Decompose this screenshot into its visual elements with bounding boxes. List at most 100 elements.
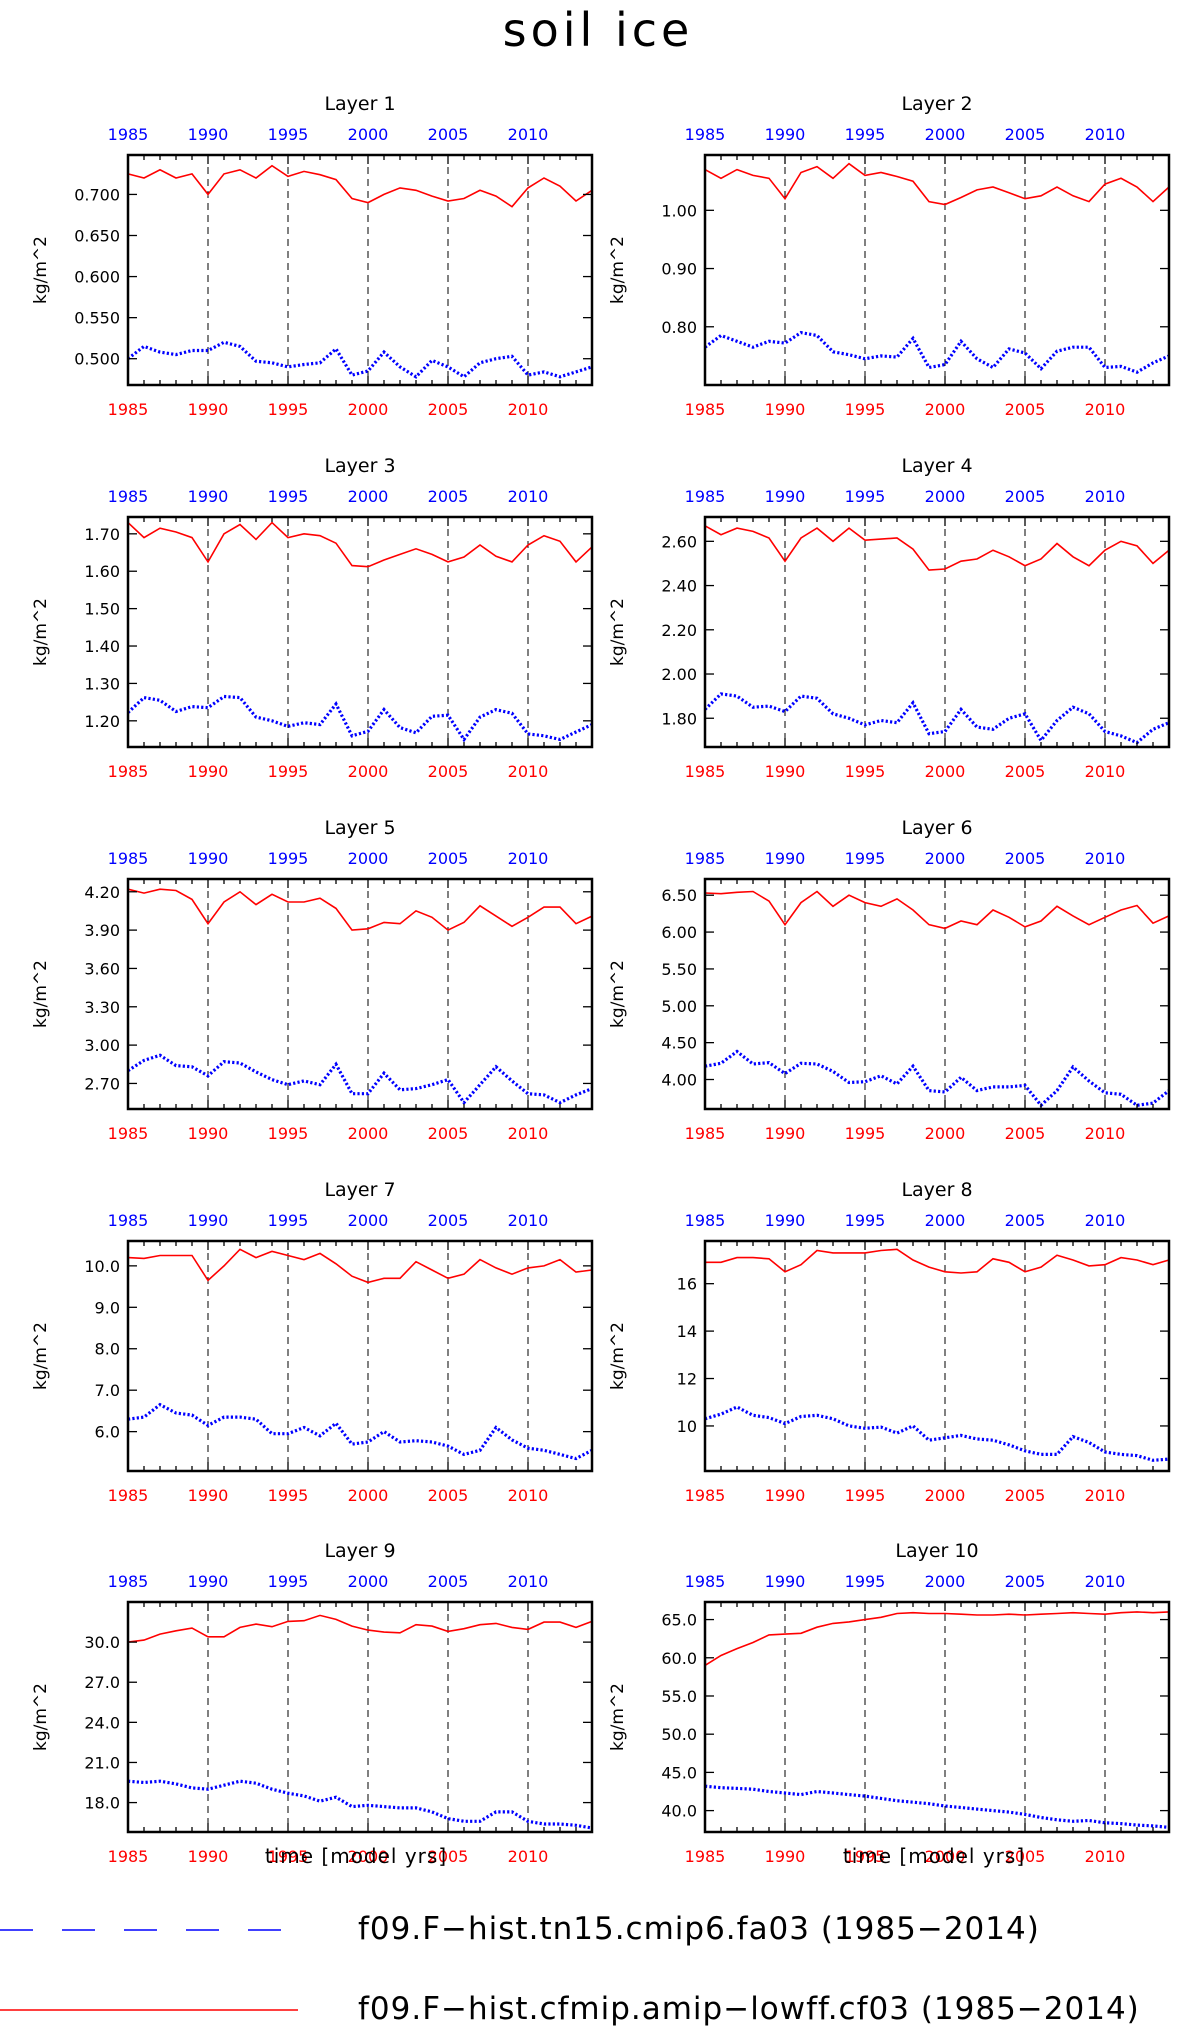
x-tick-label-top: 2010 [508, 1211, 549, 1230]
y-tick-label: 2.60 [661, 532, 697, 551]
red-series-line [704, 1611, 1170, 1667]
y-tick-label: 6.00 [661, 923, 697, 942]
y-tick-label: 60.0 [661, 1649, 697, 1668]
x-tick-label-bottom: 2010 [1085, 762, 1126, 781]
panel-title: Layer 6 [901, 817, 972, 839]
y-axis-label: kg/m^2 [608, 960, 628, 1028]
red-series-line [127, 164, 593, 208]
x-tick-label-bottom: 2005 [428, 1847, 469, 1866]
red-series-line [704, 890, 1170, 930]
x-tick-label-bottom: 2005 [1005, 400, 1046, 419]
x-tick-label-bottom: 2000 [348, 1124, 389, 1143]
x-tick-label-top: 1985 [108, 487, 149, 506]
x-tick-label-bottom: 1990 [765, 1124, 806, 1143]
x-tick-label-bottom: 1985 [685, 1486, 726, 1505]
y-tick-label: 0.550 [74, 309, 120, 328]
y-tick-label: 0.90 [661, 260, 697, 279]
x-tick-label-bottom: 1995 [845, 1124, 886, 1143]
y-axis-label: kg/m^2 [31, 960, 51, 1028]
x-tick-label-bottom: 1985 [108, 1847, 149, 1866]
y-axis-label: kg/m^2 [31, 1683, 51, 1751]
y-axis-label: kg/m^2 [608, 598, 628, 666]
x-tick-label-top: 2010 [508, 1572, 549, 1591]
x-tick-label-bottom: 2000 [925, 1847, 966, 1866]
blue-series-line [127, 1053, 593, 1106]
y-tick-label: 2.40 [661, 577, 697, 596]
x-tick-label-top: 1995 [845, 487, 886, 506]
x-tick-label-top: 1995 [845, 849, 886, 868]
x-tick-label-top: 2000 [348, 849, 389, 868]
x-tick-label-top: 1990 [765, 487, 806, 506]
plot-frame [703, 1239, 1171, 1473]
plot-frame [703, 153, 1171, 387]
x-tick-label-bottom: 1985 [108, 1124, 149, 1143]
blue-series-line [127, 1779, 593, 1830]
panel-title: Layer 5 [324, 817, 395, 839]
x-tick-label-bottom: 2010 [1085, 400, 1126, 419]
x-tick-label-bottom: 2010 [1085, 1486, 1126, 1505]
panel-title: Layer 4 [901, 455, 972, 477]
y-tick-label: 2.00 [661, 665, 697, 684]
panel-layer-5: Layer 5 1985 1990 1995 2000 2005 2010 1985 1990 1… [31, 817, 594, 1143]
x-tick-label-top: 2005 [1005, 1211, 1046, 1230]
x-tick-label-top: 1985 [685, 849, 726, 868]
x-tick-label-bottom: 2000 [925, 1124, 966, 1143]
panel-layer-10: Layer 10 1985 1990 1995 2000 2005 2010 1985 1990… [608, 1540, 1171, 1866]
y-tick-label: 10 [677, 1417, 697, 1436]
x-tick-label-top: 1985 [108, 1572, 149, 1591]
x-tick-label-top: 1985 [685, 487, 726, 506]
x-tick-label-bottom: 2005 [1005, 1847, 1046, 1866]
x-tick-label-top: 1990 [188, 849, 229, 868]
x-tick-label-bottom: 1995 [845, 1486, 886, 1505]
x-tick-label-top: 2005 [428, 125, 469, 144]
x-tick-label-bottom: 2000 [925, 1486, 966, 1505]
x-tick-label-bottom: 2005 [1005, 1486, 1046, 1505]
x-tick-label-top: 1990 [188, 1572, 229, 1591]
x-tick-label-top: 2000 [925, 1572, 966, 1591]
panel-layer-3: Layer 3 1985 1990 1995 2000 2005 2010 1985 1990 1… [31, 455, 594, 781]
y-tick-label: 27.0 [84, 1673, 120, 1692]
x-tick-label-bottom: 2000 [348, 1486, 389, 1505]
y-tick-label: 10.0 [84, 1257, 120, 1276]
x-tick-label-top: 2005 [1005, 1572, 1046, 1591]
y-tick-label: 1.20 [84, 712, 120, 731]
x-tick-label-bottom: 2005 [428, 762, 469, 781]
figure-title: soil ice [503, 3, 694, 57]
x-tick-label-top: 2000 [348, 1211, 389, 1230]
x-tick-label-top: 1990 [188, 125, 229, 144]
x-tick-label-top: 1990 [188, 1211, 229, 1230]
legend-label: f09.F−hist.cfmip.amip−lowff.cf03 (1985−2… [358, 1991, 1140, 2027]
panel-title: Layer 9 [324, 1540, 395, 1562]
plot-frame [703, 877, 1171, 1111]
x-tick-label-bottom: 2010 [1085, 1124, 1126, 1143]
panel-layer-4: Layer 4 1985 1990 1995 2000 2005 2010 1985 1990 1… [608, 455, 1171, 781]
blue-series-line [127, 340, 593, 379]
x-tick-label-bottom: 1995 [268, 1847, 309, 1866]
x-tick-label-top: 2005 [428, 849, 469, 868]
x-tick-label-top: 1995 [845, 1572, 886, 1591]
y-tick-label: 1.40 [84, 637, 120, 656]
y-tick-label: 14 [677, 1322, 697, 1341]
x-tick-label-bottom: 1990 [188, 1486, 229, 1505]
x-tick-label-bottom: 1990 [765, 1486, 806, 1505]
panel-layer-7: Layer 7 1985 1990 1995 2000 2005 2010 1985 1990 1… [31, 1179, 594, 1505]
y-tick-label: 1.30 [84, 674, 120, 693]
y-tick-label: 4.00 [661, 1071, 697, 1090]
x-tick-label-bottom: 2010 [1085, 1847, 1126, 1866]
x-tick-label-bottom: 2010 [508, 400, 549, 419]
x-tick-label-bottom: 1990 [188, 400, 229, 419]
y-axis-label: kg/m^2 [608, 1683, 628, 1751]
y-tick-label: 1.80 [661, 709, 697, 728]
blue-series-line [703, 692, 1170, 745]
y-tick-label: 0.650 [74, 227, 120, 246]
blue-series-line [704, 1049, 1170, 1108]
x-tick-label-bottom: 1990 [765, 762, 806, 781]
y-tick-label: 5.00 [661, 997, 697, 1016]
panel-title: Layer 8 [901, 1179, 972, 1201]
red-series-line [127, 1614, 593, 1643]
panel-layer-2: Layer 2 1985 1990 1995 2000 2005 2010 1985 1990 1… [608, 93, 1171, 419]
red-series-line [127, 1248, 593, 1284]
blue-series-line [704, 1784, 1170, 1829]
x-tick-label-top: 1990 [765, 1572, 806, 1591]
x-tick-label-top: 1995 [268, 1572, 309, 1591]
